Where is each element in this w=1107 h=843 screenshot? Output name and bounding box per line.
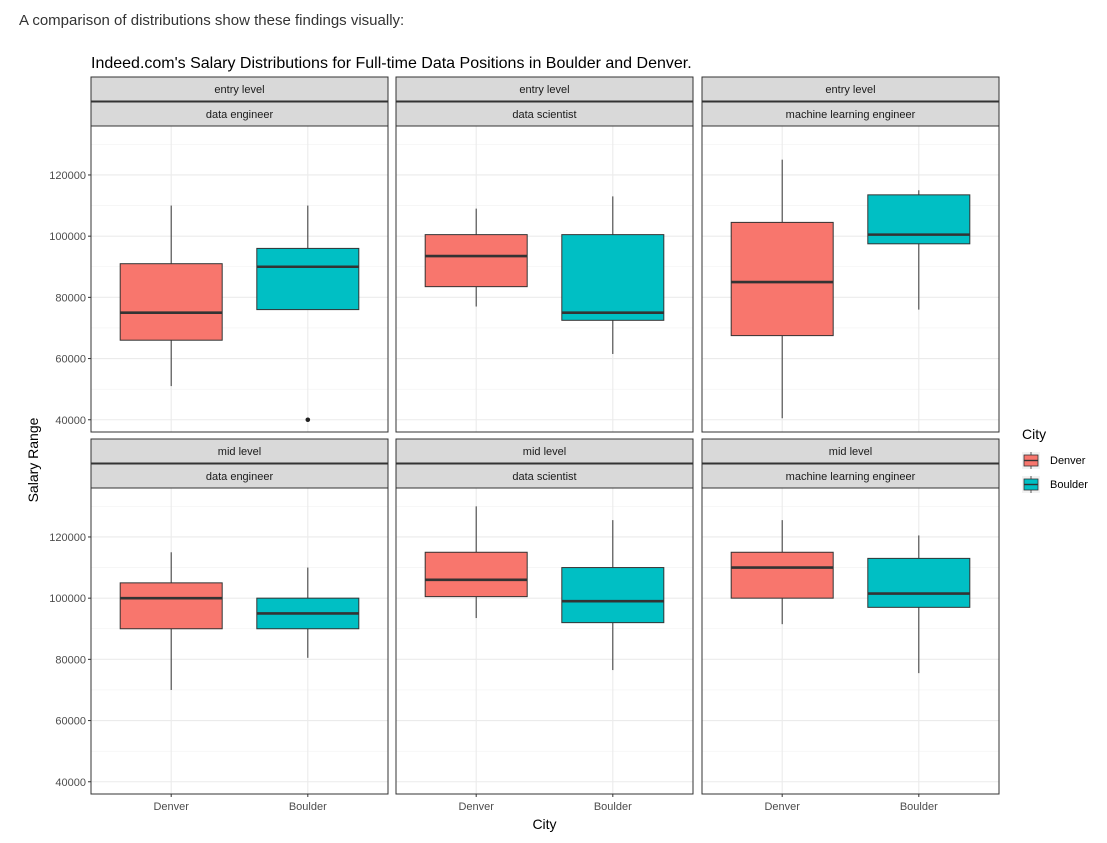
facet-panel: entry level data scientist	[395, 76, 694, 433]
facet-level-label: entry level	[519, 84, 569, 96]
panel-border	[395, 487, 694, 795]
facet-panel: entry level data engineer 40000 60000 80000 1…	[49, 76, 389, 433]
panel-background	[91, 488, 388, 794]
facet-role-label: data scientist	[512, 471, 576, 483]
y-tick-label: 40000	[55, 777, 86, 789]
panel-border	[90, 487, 389, 795]
y-tick-label: 80000	[55, 654, 86, 666]
facet-strip-role	[90, 463, 389, 489]
box-boulder	[561, 234, 665, 321]
legend-title: City	[1022, 426, 1046, 442]
facet-role-label: data scientist	[512, 109, 576, 121]
x-tick-label: Boulder	[594, 801, 632, 813]
panel-border	[90, 125, 389, 433]
facet-strip-level	[701, 438, 1000, 464]
box-denver	[119, 263, 223, 341]
legend-label-boulder: Boulder	[1050, 479, 1088, 491]
facet-strip-role	[701, 101, 1000, 127]
y-tick-label: 80000	[55, 292, 86, 304]
box-boulder	[561, 567, 665, 624]
legend: City Denver Boulder	[1022, 426, 1088, 493]
facet-strip-level	[90, 438, 389, 464]
box-denver	[119, 582, 223, 630]
facet-role-label: machine learning engineer	[786, 471, 916, 483]
facet-role-label: data engineer	[206, 471, 274, 483]
y-tick-label: 100000	[49, 593, 86, 605]
y-tick-label: 120000	[49, 532, 86, 544]
box-boulder	[256, 247, 360, 311]
y-tick-label: 60000	[55, 354, 86, 366]
box-denver	[424, 551, 528, 598]
y-tick-label: 40000	[55, 415, 86, 427]
chart-title: Indeed.com's Salary Distributions for Fu…	[91, 55, 692, 72]
y-tick-label: 100000	[49, 231, 86, 243]
facet-strip-level	[701, 76, 1000, 102]
facet-panel: mid level machine learning engineer Denver…	[701, 438, 1000, 813]
box-denver	[424, 234, 528, 288]
x-tick-label: Denver	[153, 801, 189, 813]
facet-level-label: entry level	[214, 84, 264, 96]
panel-background	[396, 488, 693, 794]
facet-level-label: entry level	[825, 84, 875, 96]
y-tick-label: 60000	[55, 716, 86, 728]
facet-role-label: machine learning engineer	[786, 109, 916, 121]
facet-panel: entry level machine learning engineer	[701, 76, 1000, 433]
x-tick-label: Boulder	[289, 801, 327, 813]
panel-background	[702, 488, 999, 794]
legend-label-denver: Denver	[1050, 455, 1086, 467]
panel-border	[701, 125, 1000, 433]
panel-border	[395, 125, 694, 433]
intro-text: A comparison of distributions show these…	[19, 12, 405, 29]
facet-strip-level	[395, 76, 694, 102]
facet-level-label: mid level	[218, 446, 261, 458]
facet-panel: mid level data scientist Denver Boulder	[395, 438, 694, 813]
facet-level-label: mid level	[829, 446, 872, 458]
facet-strip-level	[90, 76, 389, 102]
facet-role-label: data engineer	[206, 109, 274, 121]
box-denver	[730, 221, 834, 337]
box-boulder	[867, 557, 971, 608]
panel-border	[701, 487, 1000, 795]
facet-strip-role	[701, 463, 1000, 489]
outlier-point	[305, 417, 311, 423]
x-tick-label: Denver	[764, 801, 800, 813]
x-tick-label: Boulder	[900, 801, 938, 813]
y-tick-label: 120000	[49, 170, 86, 182]
facet-strip-role	[395, 463, 694, 489]
x-axis-title: City	[532, 816, 556, 832]
y-axis-title: Salary Range	[25, 417, 41, 502]
box-boulder	[867, 194, 971, 245]
facet-panel: mid level data engineer 40000 60000 80000 100…	[49, 438, 389, 813]
box-denver	[730, 551, 834, 599]
x-tick-label: Denver	[458, 801, 494, 813]
facet-strip-level	[395, 438, 694, 464]
facet-level-label: mid level	[523, 446, 566, 458]
